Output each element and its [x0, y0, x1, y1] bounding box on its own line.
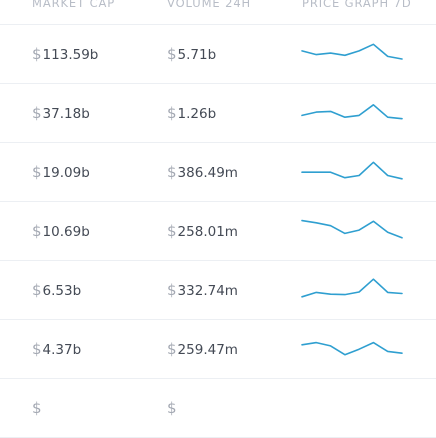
volume-amount: 259.47m [177, 342, 238, 358]
market-cap-value: $19.09b [32, 163, 90, 181]
market-cap-value: $6.53b [32, 281, 81, 299]
currency-symbol: $ [167, 104, 177, 122]
price-sparkline [301, 278, 403, 298]
volume-amount: 386.49m [177, 165, 238, 181]
currency-symbol: $ [32, 104, 42, 122]
volume-value: $5.71b [167, 45, 216, 63]
currency-symbol: $ [167, 281, 177, 299]
currency-symbol: $ [167, 163, 177, 181]
market-cap-value: $37.18b [32, 104, 90, 122]
market-cap-amount: 10.69b [42, 224, 90, 240]
currency-symbol: $ [32, 340, 42, 358]
market-cap-amount: 113.59b [42, 47, 99, 63]
currency-symbol: $ [32, 281, 42, 299]
market-cap-value: $113.59b [32, 45, 98, 63]
volume-amount: 332.74m [177, 283, 238, 299]
currency-symbol: $ [32, 222, 42, 240]
currency-symbol: $ [32, 163, 42, 181]
volume-value: $1.26b [167, 104, 216, 122]
sparkline-path [301, 161, 403, 180]
price-sparkline [301, 341, 403, 356]
column-header-volume[interactable]: VOLUME 24H [167, 0, 252, 10]
market-cap-amount: 6.53b [42, 283, 82, 299]
table-row[interactable]: $37.18b $1.26b [0, 84, 436, 143]
market-cap-amount: 4.37b [42, 342, 82, 358]
table-row[interactable]: $19.09b $386.49m [0, 143, 436, 202]
sparkline-path [301, 341, 403, 356]
table-row[interactable]: $6.53b $332.74m [0, 261, 436, 320]
table-row[interactable]: $10.69b $258.01m [0, 202, 436, 261]
price-sparkline [301, 104, 403, 120]
market-cap-amount: 37.18b [42, 106, 90, 122]
table-row[interactable]: $ $ [0, 379, 436, 438]
market-cap-value: $4.37b [32, 340, 81, 358]
volume-value: $386.49m [167, 163, 238, 181]
table-row[interactable]: $4.37b $259.47m [0, 320, 436, 379]
currency-symbol: $ [32, 45, 42, 63]
table-row[interactable]: $113.59b $5.71b [0, 25, 436, 84]
column-header-market-cap[interactable]: MARKET CAP [32, 0, 116, 10]
currency-symbol: $ [167, 340, 177, 358]
volume-value: $259.47m [167, 340, 238, 358]
sparkline-path [301, 43, 403, 60]
price-sparkline [301, 219, 403, 239]
price-sparkline [301, 43, 403, 60]
currency-symbol: $ [167, 222, 177, 240]
column-header-price-graph: PRICE GRAPH 7D [302, 0, 412, 10]
market-cap-amount: 19.09b [42, 165, 90, 181]
market-cap-value: $10.69b [32, 222, 90, 240]
volume-value: $258.01m [167, 222, 238, 240]
volume-value: $332.74m [167, 281, 238, 299]
sparkline-path [301, 104, 403, 120]
volume-amount: 1.26b [177, 106, 217, 122]
price-sparkline [301, 393, 403, 419]
sparkline-path [301, 219, 403, 239]
price-sparkline [301, 161, 403, 180]
sparkline-path [301, 278, 403, 298]
volume-amount: 258.01m [177, 224, 238, 240]
currency-symbol: $ [167, 45, 177, 63]
volume-amount: 5.71b [177, 47, 217, 63]
table-header: MARKET CAP VOLUME 24H PRICE GRAPH 7D [0, 0, 436, 25]
